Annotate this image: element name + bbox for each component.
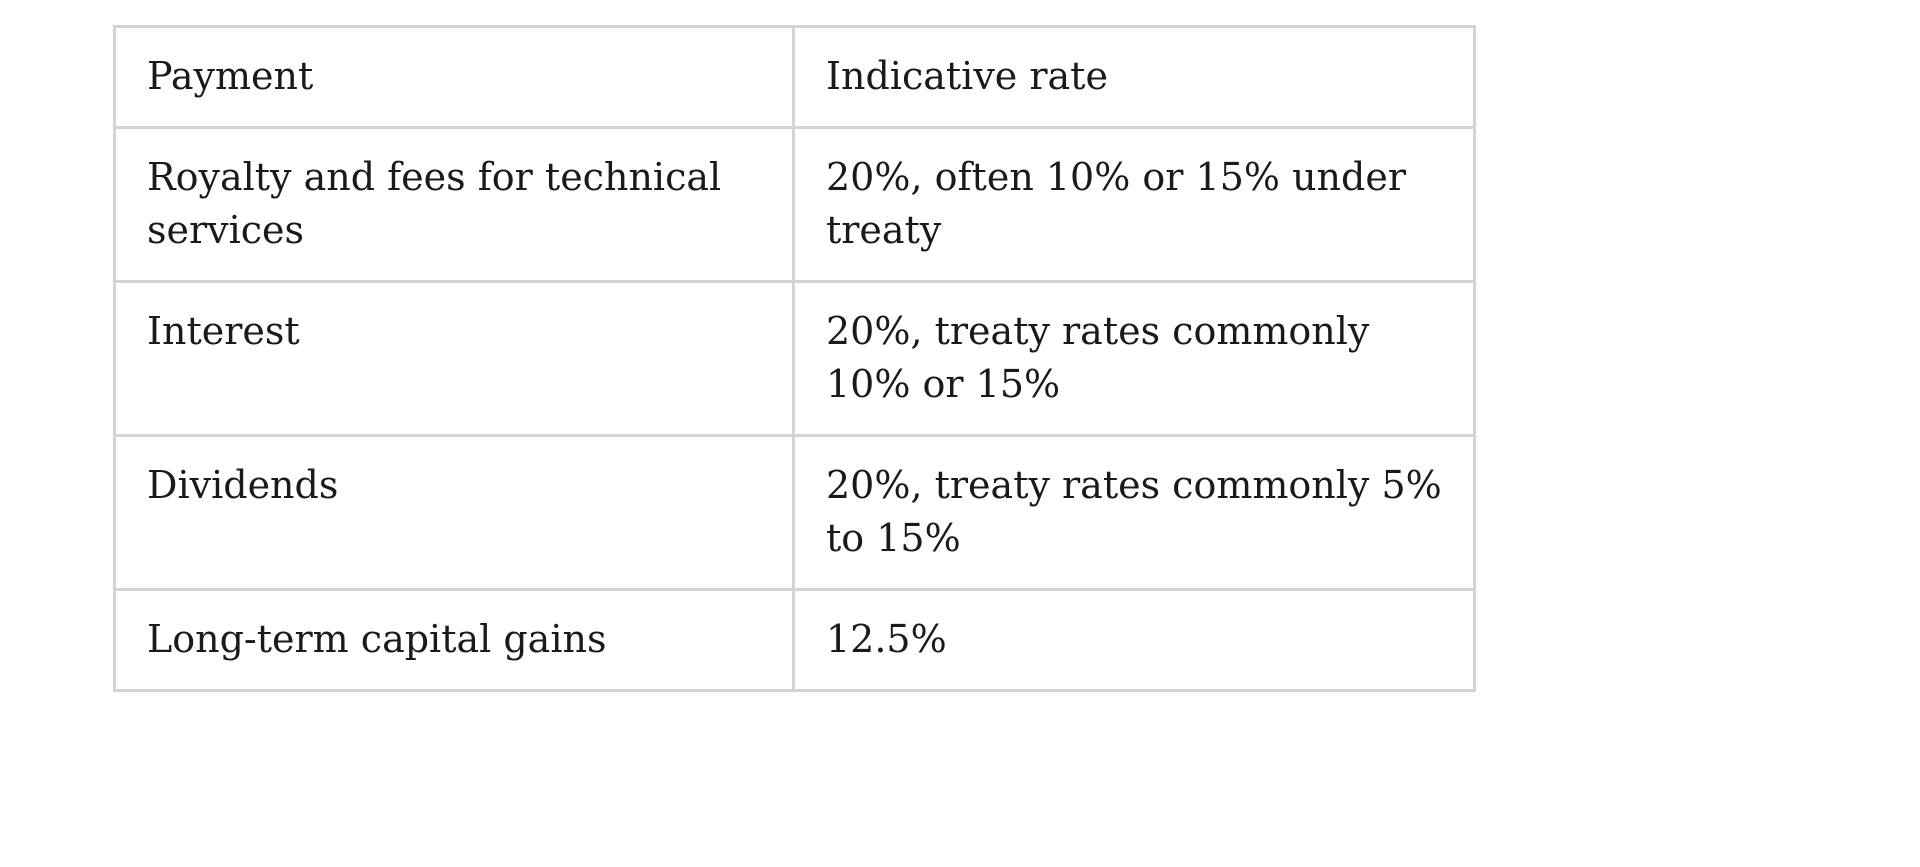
- header-payment: Payment: [113, 25, 795, 129]
- cell-payment: Long-term capital gains: [113, 588, 795, 692]
- table-row: Dividends 20%, treaty rates commonly 5% …: [113, 434, 1476, 591]
- rates-table: Payment Indicative rate Royalty and fees…: [113, 25, 1476, 692]
- cell-payment: Royalty and fees for technical services: [113, 126, 795, 283]
- table-row: Royalty and fees for technical services …: [113, 126, 1476, 283]
- cell-payment: Interest: [113, 280, 795, 437]
- rates-table-container: Payment Indicative rate Royalty and fees…: [113, 25, 1476, 692]
- table-row: Long-term capital gains 12.5%: [113, 588, 1476, 692]
- table-header-row: Payment Indicative rate: [113, 25, 1476, 129]
- table-row: Interest 20%, treaty rates commonly 10% …: [113, 280, 1476, 437]
- cell-rate: 12.5%: [792, 588, 1476, 692]
- cell-payment: Dividends: [113, 434, 795, 591]
- header-indicative-rate: Indicative rate: [792, 25, 1476, 129]
- cell-rate: 20%, treaty rates commonly 10% or 15%: [792, 280, 1476, 437]
- cell-rate: 20%, treaty rates commonly 5% to 15%: [792, 434, 1476, 591]
- cell-rate: 20%, often 10% or 15% under treaty: [792, 126, 1476, 283]
